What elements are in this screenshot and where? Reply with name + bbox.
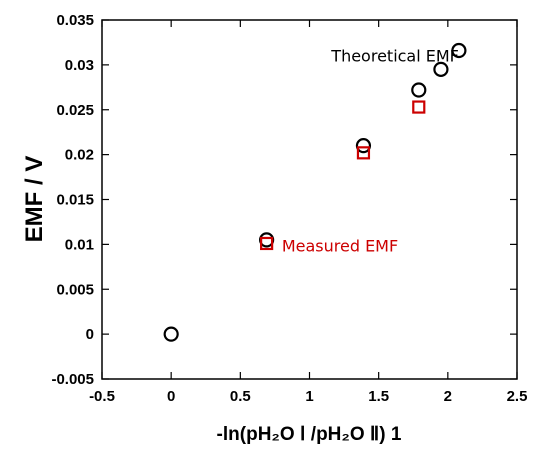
x-tick-label: 1.5 (368, 388, 389, 405)
theoretical-emf-point (355, 138, 372, 154)
y-tick-label: 0.01 (65, 236, 94, 253)
measured-emf-label: Measured EMF (282, 237, 398, 256)
x-tick-label: 0 (167, 388, 175, 405)
theoretical-emf-point (411, 82, 427, 98)
theoretical-emf-label: Theoretical EMF (330, 46, 459, 65)
y-tick-label: 0.015 (56, 192, 94, 209)
ticks-layer (101, 19, 518, 380)
x-tick-label: -0.5 (89, 388, 115, 405)
measured-emf-point (260, 236, 274, 251)
theoretical-emf-point (451, 42, 467, 59)
measured-emf-point (356, 146, 371, 160)
y-tick-label: 0.025 (56, 102, 94, 119)
data-marks-layer (163, 42, 467, 342)
y-tick-label: -0.005 (51, 371, 94, 388)
y-tick-label: 0.03 (65, 57, 94, 74)
y-axis-title: EMF / V (21, 156, 48, 243)
theoretical-emf-point (433, 61, 449, 77)
y-tick-label: 0.02 (65, 147, 94, 164)
y-tick-label: 0.005 (56, 281, 94, 298)
x-tick-label: 1 (305, 388, 313, 405)
x-tick-label: 0.5 (230, 388, 251, 405)
x-tick-label: 2.5 (507, 388, 528, 405)
x-tick-label: 2 (444, 388, 452, 405)
y-tick-label: 0 (86, 326, 94, 343)
theoretical-emf-point (163, 326, 179, 342)
measured-emf-point (412, 100, 426, 114)
x-axis-title: -ln(pH₂O Ⅰ /pH₂O Ⅱ) 1 (217, 424, 402, 445)
annotations-layer: Theoretical EMF Measured EMF (282, 46, 459, 255)
tick-labels-layer: -0.5 0 0.5 1 1.5 2 2.5 -0.005 0 0.005 0.01 0.015 0.0… (51, 12, 527, 405)
y-tick-label: 0.035 (56, 12, 94, 29)
plot-frame (101, 19, 518, 380)
